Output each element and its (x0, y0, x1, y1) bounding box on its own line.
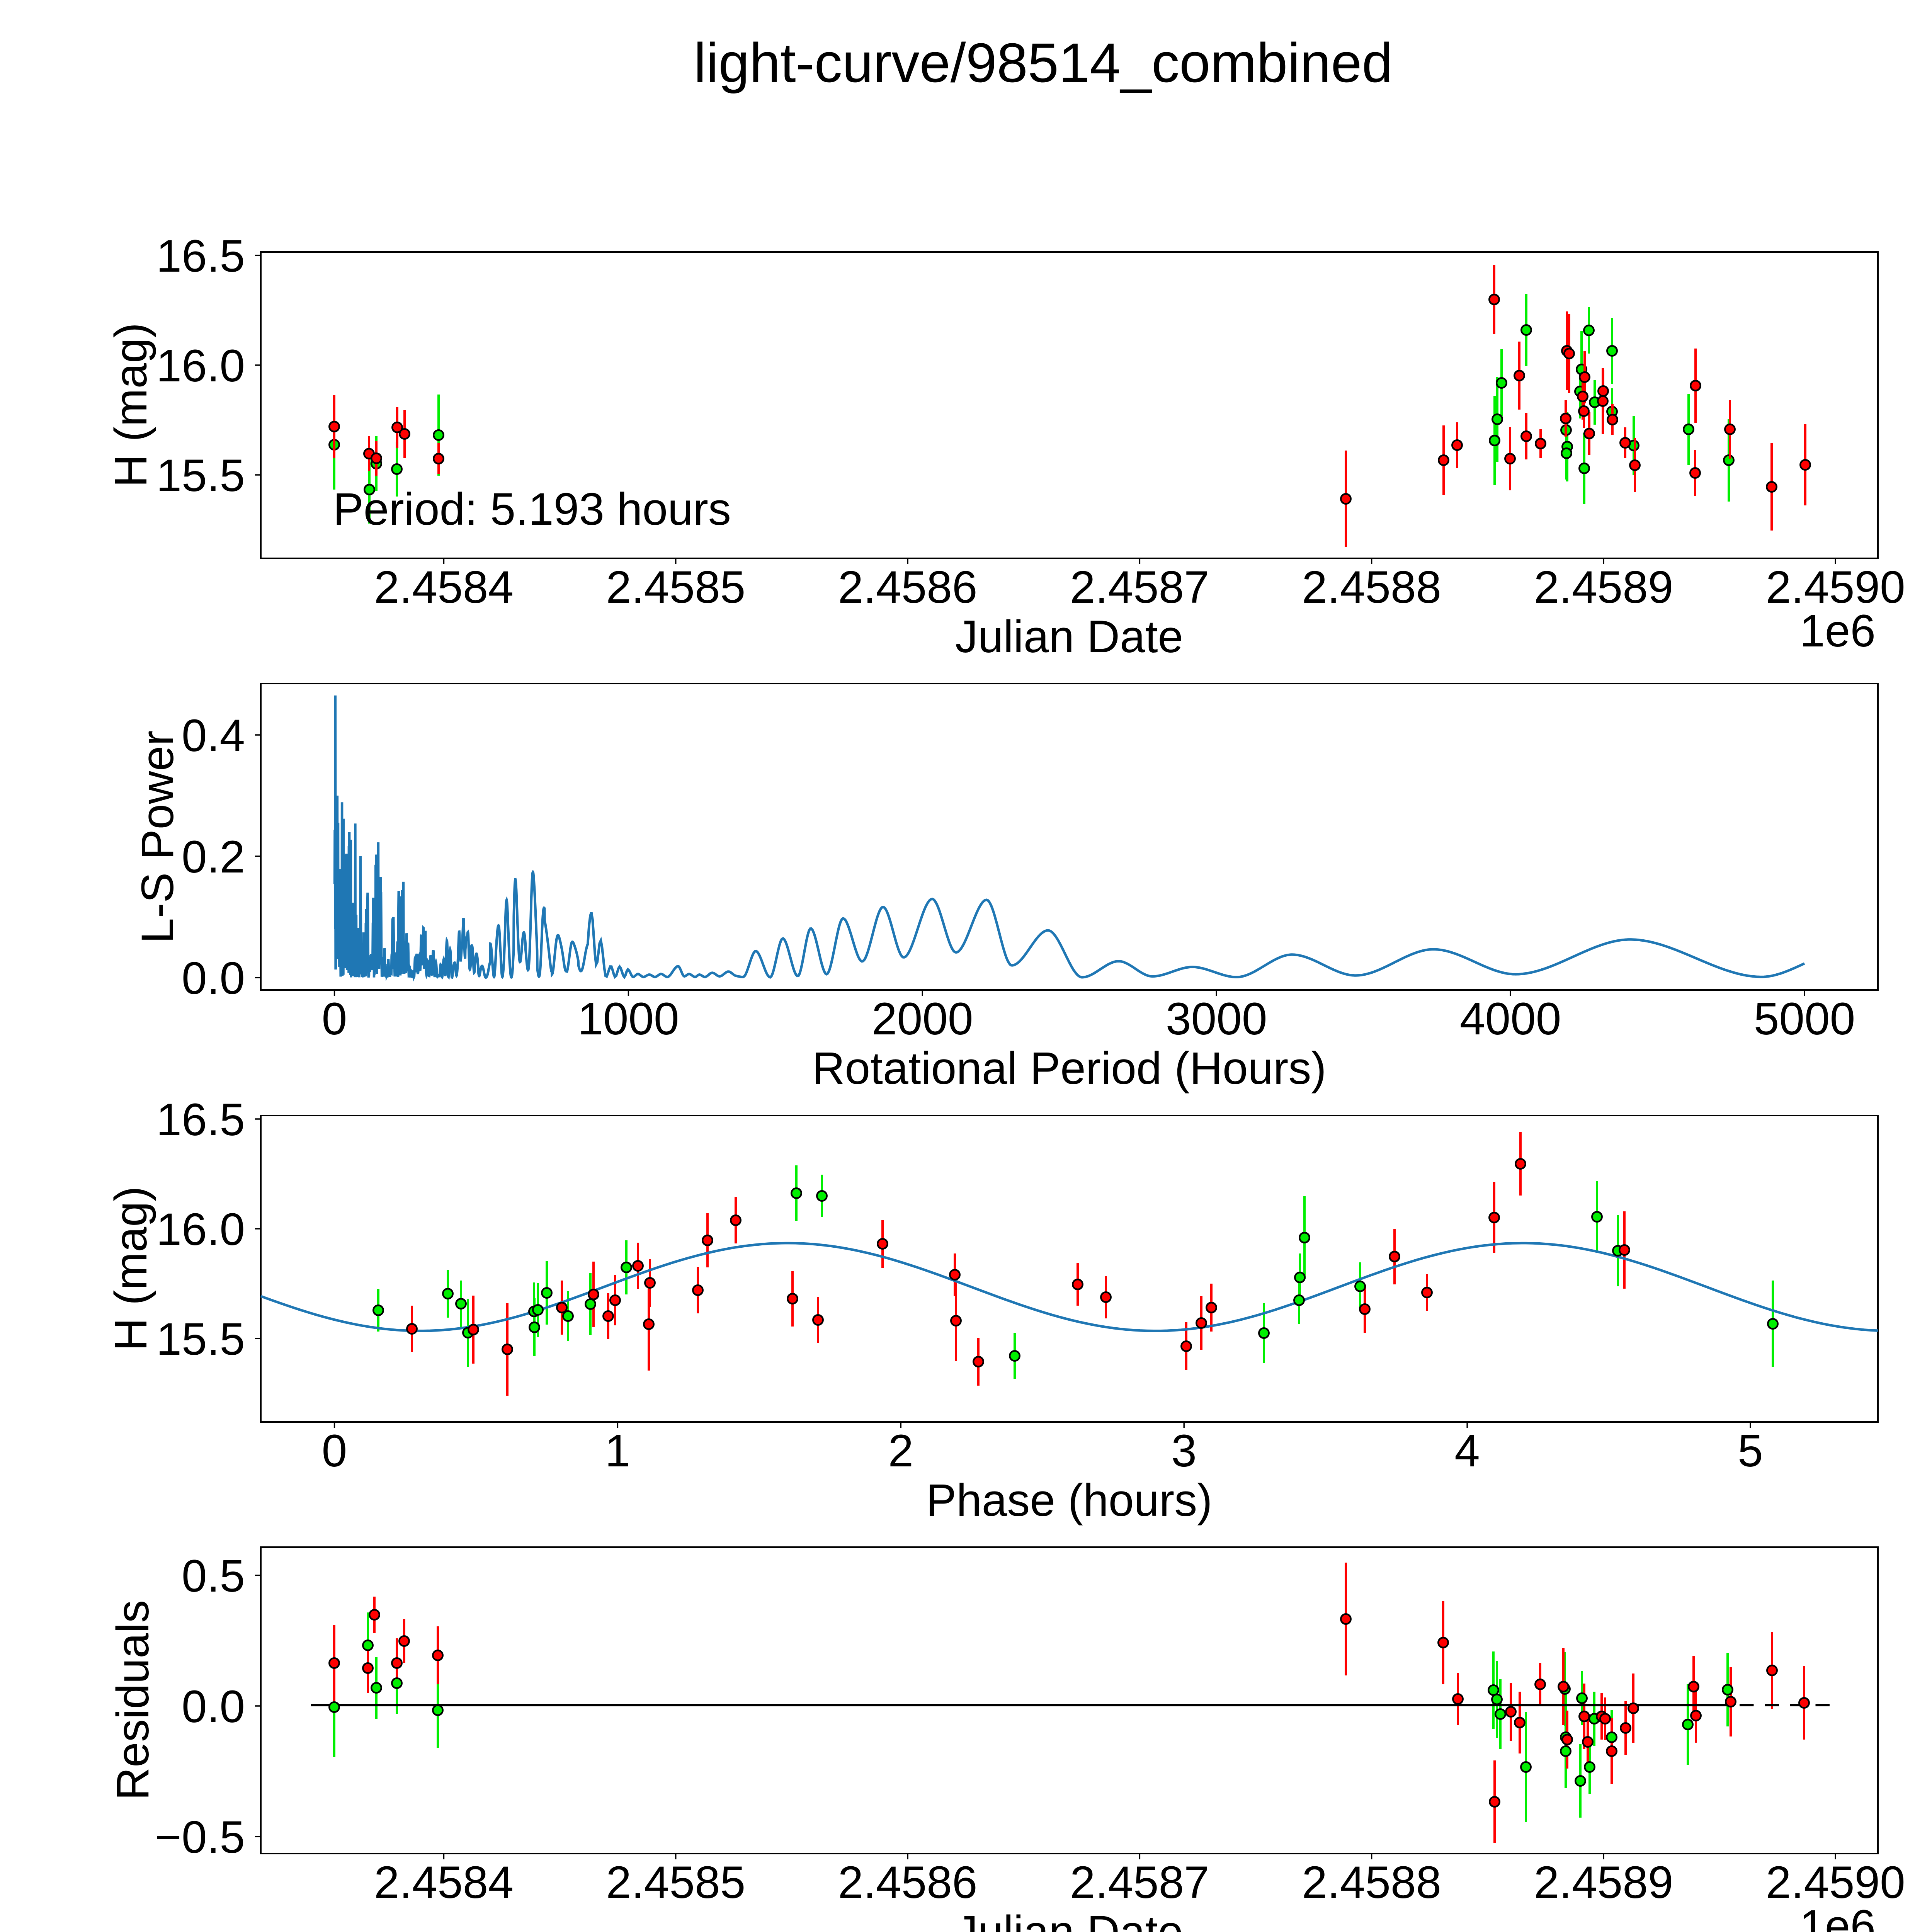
svg-text:2.4585: 2.4585 (606, 562, 745, 613)
svg-text:0: 0 (322, 993, 347, 1044)
svg-text:15.5: 15.5 (156, 1314, 245, 1365)
svg-text:L-S Power: L-S Power (132, 731, 183, 944)
svg-text:H (mag): H (mag) (105, 1186, 156, 1351)
svg-text:H (mag): H (mag) (105, 323, 156, 487)
svg-text:2.4584: 2.4584 (374, 1857, 514, 1908)
svg-text:2.4586: 2.4586 (838, 1857, 978, 1908)
svg-text:16.0: 16.0 (156, 1204, 245, 1255)
svg-text:2.4588: 2.4588 (1302, 562, 1441, 613)
svg-text:16.0: 16.0 (156, 340, 245, 391)
svg-text:Julian Date: Julian Date (955, 611, 1183, 662)
svg-text:Rotational Period (Hours): Rotational Period (Hours) (812, 1043, 1326, 1094)
svg-text:5: 5 (1738, 1425, 1763, 1476)
svg-text:2.4585: 2.4585 (606, 1857, 745, 1908)
svg-text:light-curve/98514_combined: light-curve/98514_combined (694, 32, 1393, 94)
svg-text:0.2: 0.2 (182, 832, 245, 883)
svg-text:2000: 2000 (872, 993, 973, 1044)
svg-text:15.5: 15.5 (156, 450, 245, 501)
svg-text:2.4584: 2.4584 (374, 562, 514, 613)
svg-text:4000: 4000 (1460, 993, 1561, 1044)
svg-text:0.5: 0.5 (182, 1551, 245, 1602)
svg-text:2.4590: 2.4590 (1766, 562, 1905, 613)
svg-text:1000: 1000 (578, 993, 679, 1044)
svg-text:16.5: 16.5 (156, 1094, 245, 1145)
svg-text:Residuals: Residuals (107, 1600, 158, 1800)
svg-text:2.4587: 2.4587 (1070, 562, 1209, 613)
svg-text:Period: 5.193 hours: Period: 5.193 hours (333, 484, 731, 535)
svg-text:1e6: 1e6 (1799, 1901, 1876, 1932)
svg-text:5000: 5000 (1754, 993, 1855, 1044)
svg-text:Julian Date: Julian Date (955, 1906, 1183, 1932)
svg-text:4: 4 (1454, 1425, 1480, 1476)
svg-text:2.4590: 2.4590 (1766, 1857, 1905, 1908)
svg-text:2.4589: 2.4589 (1534, 562, 1673, 613)
svg-text:3: 3 (1171, 1425, 1197, 1476)
svg-text:0.0: 0.0 (182, 953, 245, 1004)
svg-text:0.0: 0.0 (182, 1681, 245, 1732)
svg-text:0: 0 (322, 1425, 347, 1476)
svg-text:16.5: 16.5 (156, 231, 245, 282)
svg-text:2.4586: 2.4586 (838, 562, 978, 613)
svg-text:2.4587: 2.4587 (1070, 1857, 1209, 1908)
svg-text:2: 2 (888, 1425, 913, 1476)
svg-text:Phase (hours): Phase (hours) (926, 1475, 1212, 1526)
svg-text:3000: 3000 (1166, 993, 1267, 1044)
svg-text:−0.5: −0.5 (155, 1812, 245, 1863)
svg-text:1: 1 (605, 1425, 631, 1476)
svg-text:2.4589: 2.4589 (1534, 1857, 1673, 1908)
svg-text:1e6: 1e6 (1799, 605, 1876, 656)
svg-text:2.4588: 2.4588 (1302, 1857, 1441, 1908)
svg-text:0.4: 0.4 (182, 710, 245, 761)
